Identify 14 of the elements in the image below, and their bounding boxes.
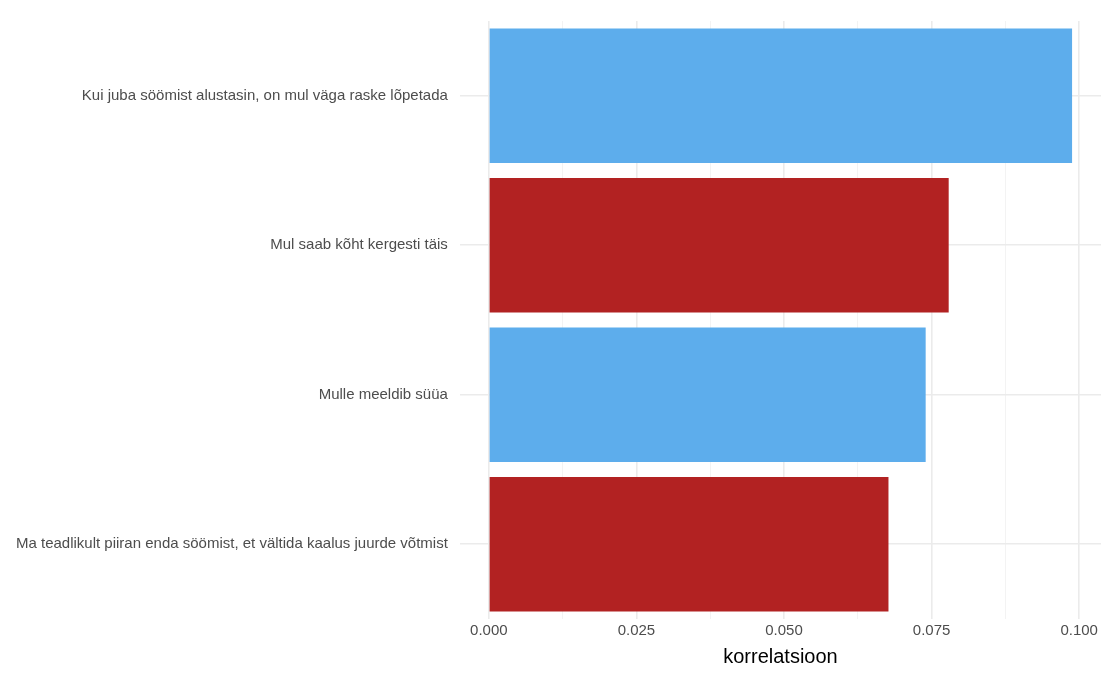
bar: [489, 177, 949, 313]
bar: [489, 28, 1073, 164]
x-tick-label: 0.100: [1060, 621, 1098, 639]
x-tick-label: 0.025: [617, 621, 656, 639]
bar: [489, 476, 889, 612]
y-tick-label: Mul saab kõht kergesti täis: [270, 235, 448, 253]
y-tick-label: Kui juba söömist alustasin, on mul väga raske lõpetada: [81, 85, 449, 103]
x-axis-title: korrelatsioon: [723, 644, 838, 667]
x-tick-label: 0.075: [912, 621, 951, 639]
y-tick-label: Ma teadlikult piiran enda söömist, et vältida kaalus juurde võtmist: [15, 534, 449, 552]
x-tick-label: 0.000: [470, 621, 508, 639]
bar: [489, 327, 926, 463]
y-tick-label: Mulle meeldib süüa: [318, 384, 449, 402]
x-tick-label: 0.050: [765, 621, 803, 639]
